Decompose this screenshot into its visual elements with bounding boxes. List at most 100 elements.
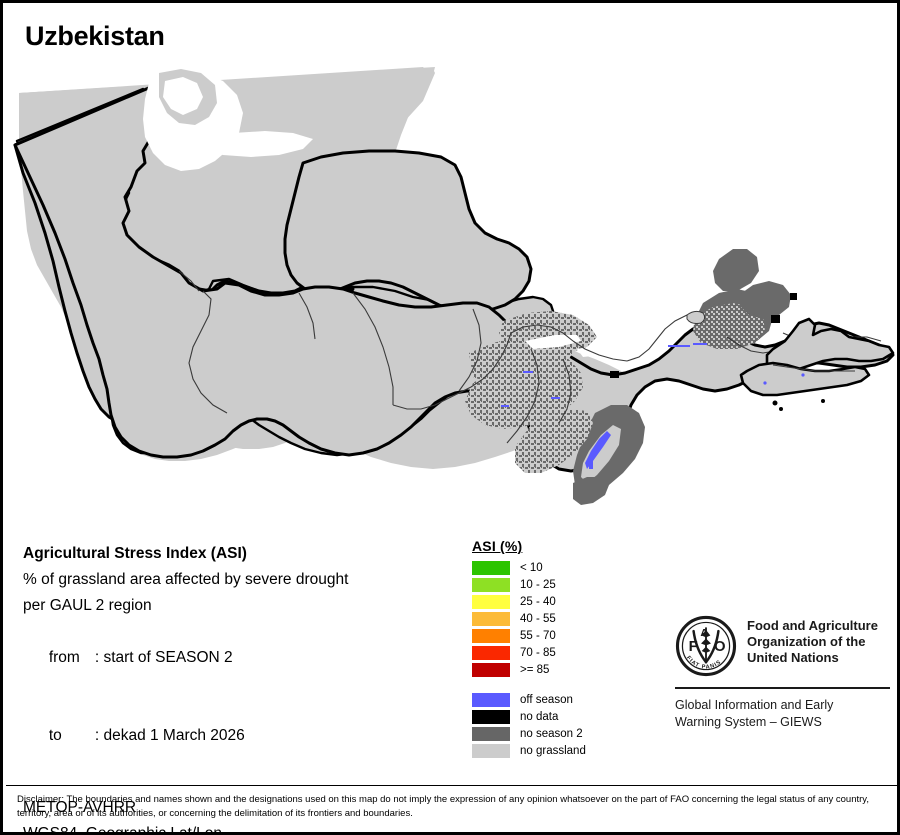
legend-swatch [472,645,510,660]
admin-line-4 [458,332,512,394]
projection-label: WGS84, Geographic Lat/Lon [23,825,223,835]
country-boundary[interactable] [13,82,895,473]
legend-label: 40 - 55 [520,612,556,625]
fao-logo-icon: F A O FIAT PANIS [675,615,737,677]
fao-header: F A O FIAT PANIS Food and Agriculture Or… [675,615,890,677]
country-final-layer [13,82,895,473]
legend-swatch [472,577,510,592]
legend-label: 10 - 25 [520,578,556,591]
fergana-layer [739,317,895,411]
legend-row[interactable]: 10 - 25 [472,576,652,593]
fao-programme-name: Global Information and Early Warning Sys… [675,698,834,729]
zone-no-season-2-ne-2 [693,303,765,349]
legend-row[interactable]: >= 85 [472,661,652,678]
legend-label: 25 - 40 [520,595,556,608]
admin-line-10 [558,358,572,424]
legend: ASI (%) < 10 10 - 25 25 - 40 40 - 55 55 … [472,538,652,759]
legend-label: no grassland [520,744,586,757]
water-layer [143,69,706,357]
fergana-inner-line [772,364,855,372]
description-title: Agricultural Stress Index (ASI) [23,545,247,562]
map-canvas[interactable] [3,53,897,513]
zone-no-data-3 [790,293,797,300]
legend-row-special[interactable]: off season [472,691,652,708]
from-value: : start of SEASON 2 [94,649,233,666]
aral-sea-water-2 [163,77,203,115]
description-block: Agricultural Stress Index (ASI) % of gra… [23,541,463,835]
legend-swatch [472,692,510,707]
offseason-speck-4 [551,397,560,399]
to-key: to [48,727,62,744]
legend-swatch [472,594,510,609]
offseason-dot-2 [763,381,767,385]
offseason-speck-1 [668,345,690,347]
to-value: : dekad 1 March 2026 [94,727,245,744]
admin-line-2 [352,292,394,405]
legend-row-special[interactable]: no season 2 [472,725,652,742]
fao-divider [675,687,890,689]
legend-row[interactable]: 25 - 40 [472,593,652,610]
legend-row[interactable]: 70 - 85 [472,644,652,661]
zone-no-data-1 [771,315,780,323]
legend-label: off season [520,693,573,706]
uzbekistan-map-svg[interactable] [3,53,897,513]
page-title: Uzbekistan [25,21,165,51]
zone-speckled-central-3 [499,311,597,355]
legend-label: no season 2 [520,727,583,740]
legend-swatch [472,709,510,724]
admin-line-12 [726,336,776,354]
admin-line-1 [188,290,228,414]
description-line-1: % of grassland area affected by severe d… [23,571,349,588]
legend-row[interactable]: < 10 [472,559,652,576]
svg-text:O: O [714,639,726,655]
offseason-speck-6 [589,457,593,469]
disclaimer-text: Disclaimer: The boundaries and names sho… [17,794,869,819]
legend-title: ASI (%) [472,538,523,554]
legend-row-special[interactable]: no data [472,708,652,725]
fergana-dot-3 [821,399,825,403]
legend-row[interactable]: 55 - 70 [472,627,652,644]
legend-row-special[interactable]: no grassland [472,742,652,759]
admin-line-6 [572,340,628,362]
legend-label: >= 85 [520,663,550,676]
disclaimer-divider [6,785,897,786]
zone-no-season-2-far-south [573,477,609,505]
aral-sea-south [203,131,313,157]
admin-line-14 [298,292,316,340]
legend-label: 55 - 70 [520,629,556,642]
zone-speckled-south [515,409,593,473]
legend-label: < 10 [520,561,543,574]
legend-label: no data [520,710,559,723]
admin-line-7 [626,314,688,362]
zone-no-season-2-ne-3 [739,281,791,319]
zone-no-season-2-upper-ne [713,249,759,291]
offseason-speck-3 [523,371,533,373]
fergana-dot-2 [779,407,783,411]
legend-spacer [472,678,652,691]
legend-swatch [472,726,510,741]
admin-line-13 [178,270,200,292]
legend-swatch [472,628,510,643]
legend-swatch [472,662,510,677]
admin-line-8 [458,308,482,392]
sensor-label: METOP-AVHRR [23,799,137,816]
svg-text:F: F [689,639,698,655]
offseason-speck-2 [693,343,707,345]
description-to-row: to : dekad 1 March 2026 [23,697,463,775]
offseason-specks-layer [501,343,707,469]
offseason-dot-1 [801,373,805,377]
from-key: from [48,649,80,666]
legend-swatch [472,560,510,575]
zone-no-data-2 [610,371,619,378]
offseason-speck-5 [501,405,509,407]
svg-text:A: A [700,627,708,639]
legend-swatch [472,611,510,626]
fao-block: F A O FIAT PANIS Food and Agriculture Or… [675,615,890,731]
lake-white-1 [525,335,581,349]
legend-row[interactable]: 40 - 55 [472,610,652,627]
legend-label: 70 - 85 [520,646,556,659]
lake-ne-small [686,310,706,324]
description-line-2: per GAUL 2 region [23,597,152,614]
admin-line-9 [506,348,540,444]
